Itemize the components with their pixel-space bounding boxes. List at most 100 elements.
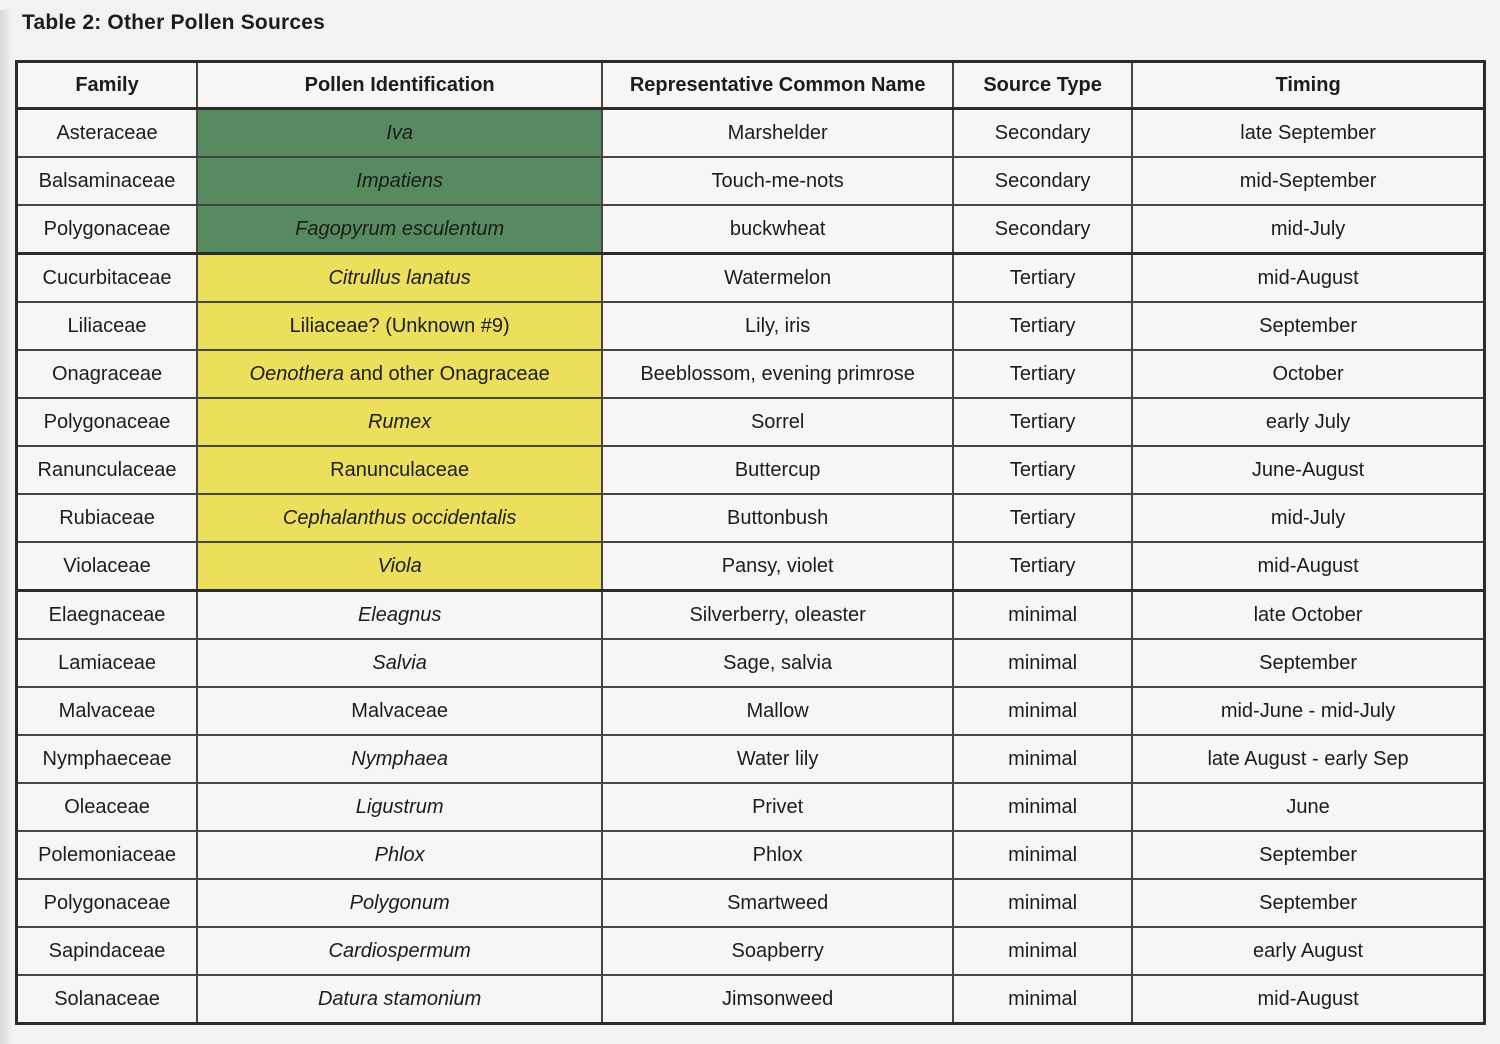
table-row: Oleaceae Ligustrum Privet minimal June	[15, 782, 1486, 832]
common-name-cell: Sorrel	[601, 397, 955, 447]
source-type-cell: minimal	[952, 589, 1134, 640]
source-type-cell: Secondary	[952, 204, 1134, 255]
family-cell: Lamiaceae	[15, 638, 199, 688]
timing-cell: June-August	[1131, 445, 1486, 495]
timing-cell: October	[1131, 349, 1486, 399]
pollen-name-segment: Liliaceae? (Unknown #9)	[289, 314, 510, 337]
family-cell: Oleaceae	[15, 782, 199, 832]
table-row: Ranunculaceae Ranunculaceae Buttercup Terti…	[15, 445, 1486, 495]
table-body: Asteraceae Iva Marshelder Secondary late Sep…	[15, 107, 1486, 1025]
source-type-cell: minimal	[952, 878, 1134, 928]
pollen-identification-cell: Oenothera and other Onagraceae	[196, 349, 604, 399]
common-name-cell: Phlox	[601, 830, 955, 880]
pollen-identification-cell: Iva	[196, 107, 604, 158]
table-row: Sapindaceae Cardiospermum Soapberry minimal…	[15, 926, 1486, 976]
pollen-name-segment: and other Onagraceae	[344, 362, 550, 385]
column-header-source-type: Source Type	[952, 60, 1134, 110]
timing-cell: September	[1131, 878, 1486, 928]
pollen-name-italic-segment: Datura stamonium	[317, 987, 482, 1010]
source-type-cell: Tertiary	[952, 541, 1134, 592]
timing-cell: mid-September	[1131, 156, 1486, 206]
table-row: Nymphaeceae Nymphaea Water lily minimal late…	[15, 734, 1486, 784]
table-row: Violaceae Viola Pansy, violet Tertiary mid-A…	[15, 541, 1486, 592]
source-type-cell: Tertiary	[952, 397, 1134, 447]
pollen-identification-cell: Datura stamonium	[196, 974, 604, 1025]
timing-cell: September	[1131, 301, 1486, 351]
common-name-cell: Mallow	[601, 686, 955, 736]
timing-cell: September	[1131, 830, 1486, 880]
pollen-name-italic-segment: Cardiospermum	[328, 939, 471, 962]
pollen-identification-cell: Ranunculaceae	[196, 445, 604, 495]
pollen-identification-cell: Cardiospermum	[196, 926, 604, 976]
column-header-representative-common-name: Representative Common Name	[601, 60, 955, 110]
family-cell: Polemoniaceae	[15, 830, 199, 880]
timing-cell: September	[1131, 638, 1486, 688]
source-type-cell: Tertiary	[952, 493, 1134, 543]
pollen-name-italic-segment: Nymphaea	[351, 747, 448, 770]
source-type-cell: minimal	[952, 974, 1134, 1025]
pollen-name-italic-segment: Viola	[377, 554, 422, 577]
common-name-cell: Touch-me-nots	[601, 156, 955, 206]
common-name-cell: Beeblossom, evening primrose	[601, 349, 955, 399]
header-row: Family Pollen Identification Representativ…	[15, 60, 1486, 110]
pollen-identification-cell: Viola	[196, 541, 604, 592]
common-name-cell: buckwheat	[601, 204, 955, 255]
timing-cell: mid-July	[1131, 493, 1486, 543]
table-row: Asteraceae Iva Marshelder Secondary late Sep…	[15, 107, 1486, 158]
timing-cell: late August - early Sep	[1131, 734, 1486, 784]
timing-cell: early August	[1131, 926, 1486, 976]
source-type-cell: Secondary	[952, 107, 1134, 158]
source-type-cell: minimal	[952, 926, 1134, 976]
pollen-name-italic-segment: Polygonum	[349, 891, 450, 914]
timing-cell: mid-August	[1131, 541, 1486, 592]
family-cell: Ranunculaceae	[15, 445, 199, 495]
common-name-cell: Privet	[601, 782, 955, 832]
common-name-cell: Marshelder	[601, 107, 955, 158]
common-name-cell: Soapberry	[601, 926, 955, 976]
family-cell: Liliaceae	[15, 301, 199, 351]
source-type-cell: minimal	[952, 830, 1134, 880]
pollen-name-segment: Ranunculaceae	[330, 458, 470, 481]
column-header-family: Family	[15, 60, 199, 110]
pollen-name-italic-segment: Citrullus lanatus	[328, 266, 471, 289]
pollen-table: Family Pollen Identification Representativ…	[15, 60, 1486, 1025]
common-name-cell: Silverberry, oleaster	[601, 589, 955, 640]
pollen-identification-cell: Polygonum	[196, 878, 604, 928]
column-header-timing: Timing	[1131, 60, 1486, 110]
table-row: Malvaceae Malvaceae Mallow minimal mid-June …	[15, 686, 1486, 736]
source-type-cell: minimal	[952, 734, 1134, 784]
pollen-name-italic-segment: Eleagnus	[357, 603, 442, 626]
pollen-name-segment: Malvaceae	[351, 699, 448, 722]
table-row: Elaegnaceae Eleagnus Silverberry, oleaster…	[15, 589, 1486, 640]
source-type-cell: Secondary	[952, 156, 1134, 206]
pollen-identification-cell: Liliaceae? (Unknown #9)	[196, 301, 604, 351]
table-row: Onagraceae Oenothera and other Onagraceae…	[15, 349, 1486, 399]
timing-cell: June	[1131, 782, 1486, 832]
table-row: Polemoniaceae Phlox Phlox minimal September	[15, 830, 1486, 880]
common-name-cell: Jimsonweed	[601, 974, 955, 1025]
family-cell: Balsaminaceae	[15, 156, 199, 206]
common-name-cell: Buttercup	[601, 445, 955, 495]
pollen-identification-cell: Impatiens	[196, 156, 604, 206]
pollen-name-italic-segment: Iva	[386, 121, 413, 144]
common-name-cell: Water lily	[601, 734, 955, 784]
table-row: Polygonaceae Fagopyrum esculentum buckwhea…	[15, 204, 1486, 255]
family-cell: Polygonaceae	[15, 204, 199, 255]
pollen-name-italic-segment: Cephalanthus occidentalis	[282, 506, 517, 529]
pollen-identification-cell: Malvaceae	[196, 686, 604, 736]
family-cell: Nymphaeceae	[15, 734, 199, 784]
timing-cell: mid-August	[1131, 974, 1486, 1025]
family-cell: Violaceae	[15, 541, 199, 592]
source-type-cell: Tertiary	[952, 301, 1134, 351]
scanned-page: { "title": "Table 2: Other Pollen Source…	[0, 10, 1500, 1044]
source-type-cell: minimal	[952, 638, 1134, 688]
table-row: Lamiaceae Salvia Sage, salvia minimal Septem…	[15, 638, 1486, 688]
pollen-name-italic-segment: Salvia	[372, 651, 427, 674]
table-row: Polygonaceae Polygonum Smartweed minimal Sep…	[15, 878, 1486, 928]
pollen-identification-cell: Salvia	[196, 638, 604, 688]
family-cell: Solanaceae	[15, 974, 199, 1025]
table-row: Polygonaceae Rumex Sorrel Tertiary early Jul…	[15, 397, 1486, 447]
pollen-identification-cell: Eleagnus	[196, 589, 604, 640]
pollen-name-italic-segment: Phlox	[374, 843, 425, 866]
source-type-cell: Tertiary	[952, 445, 1134, 495]
